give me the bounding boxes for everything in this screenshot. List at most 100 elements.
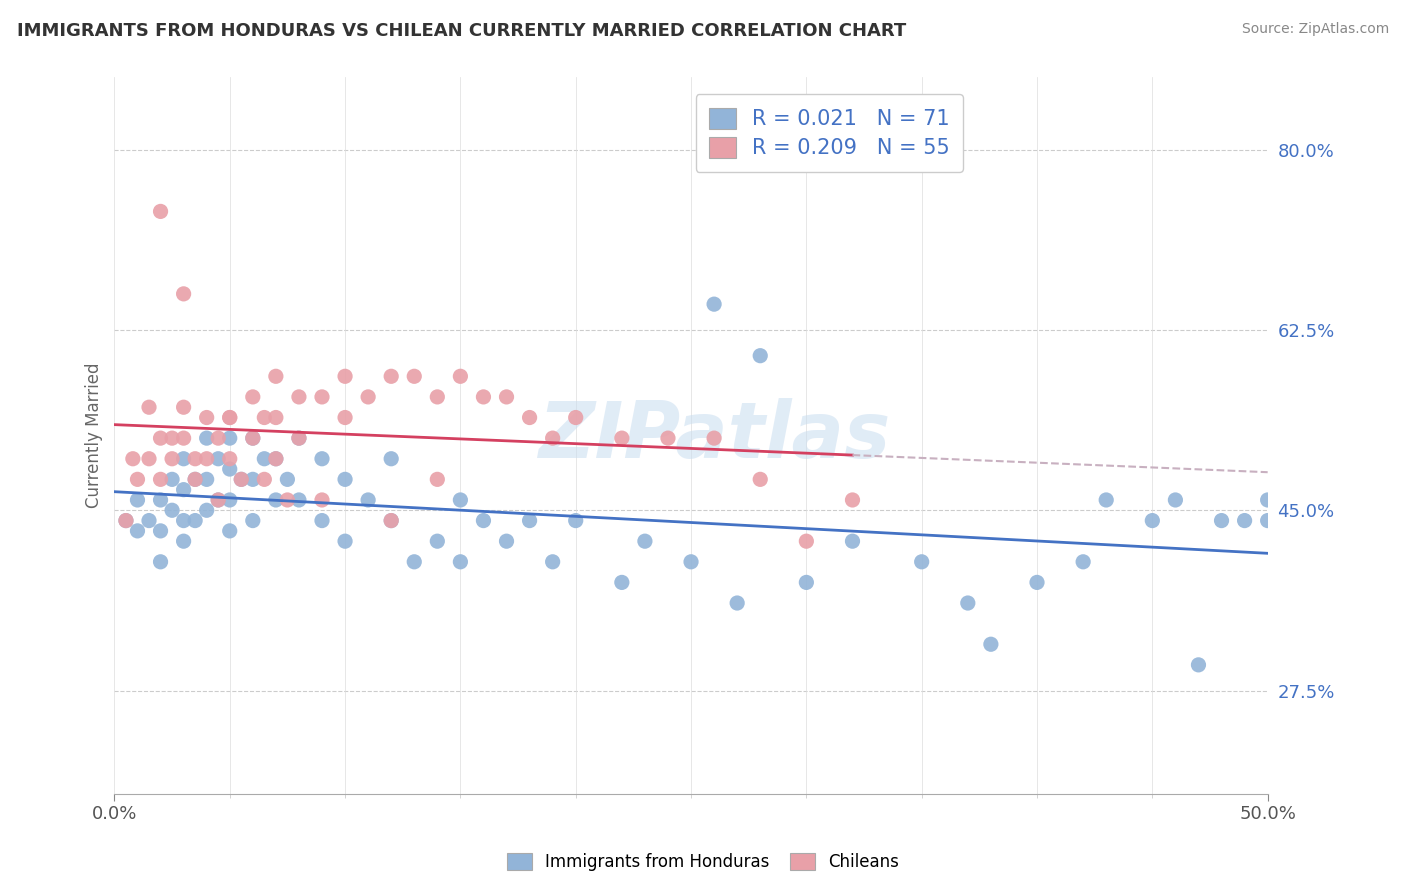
Point — [207, 493, 229, 508]
Point — [149, 493, 172, 508]
Point — [472, 390, 495, 404]
Point — [796, 575, 818, 590]
Point — [173, 514, 195, 528]
Point — [449, 369, 471, 384]
Point — [841, 534, 863, 549]
Point — [138, 514, 160, 528]
Point — [264, 493, 287, 508]
Point — [184, 451, 207, 466]
Point — [184, 514, 207, 528]
Point — [173, 534, 195, 549]
Point — [1257, 493, 1279, 508]
Point — [218, 451, 240, 466]
Point — [703, 431, 725, 445]
Point — [149, 472, 172, 486]
Point — [127, 524, 149, 538]
Point — [703, 297, 725, 311]
Point — [426, 472, 449, 486]
Point — [276, 493, 298, 508]
Point — [749, 349, 772, 363]
Point — [207, 493, 229, 508]
Legend: Immigrants from Honduras, Chileans: Immigrants from Honduras, Chileans — [499, 845, 907, 880]
Point — [253, 451, 276, 466]
Point — [160, 472, 183, 486]
Point — [380, 369, 402, 384]
Point — [184, 472, 207, 486]
Point — [195, 503, 218, 517]
Text: Source: ZipAtlas.com: Source: ZipAtlas.com — [1241, 22, 1389, 37]
Point — [121, 451, 143, 466]
Point — [242, 514, 264, 528]
Point — [311, 451, 333, 466]
Point — [495, 390, 517, 404]
Point — [311, 390, 333, 404]
Point — [1142, 514, 1164, 528]
Point — [184, 472, 207, 486]
Point — [519, 410, 541, 425]
Point — [1071, 555, 1094, 569]
Point — [679, 555, 702, 569]
Point — [541, 431, 564, 445]
Point — [138, 451, 160, 466]
Point — [404, 555, 426, 569]
Point — [160, 503, 183, 517]
Point — [333, 410, 356, 425]
Point — [380, 451, 402, 466]
Point — [218, 493, 240, 508]
Point — [311, 493, 333, 508]
Point — [218, 410, 240, 425]
Point — [149, 204, 172, 219]
Point — [115, 514, 138, 528]
Point — [980, 637, 1002, 651]
Point — [264, 410, 287, 425]
Point — [956, 596, 979, 610]
Point — [380, 514, 402, 528]
Point — [796, 534, 818, 549]
Point — [173, 286, 195, 301]
Point — [207, 431, 229, 445]
Point — [231, 472, 253, 486]
Point — [160, 451, 183, 466]
Point — [253, 472, 276, 486]
Point — [426, 390, 449, 404]
Point — [218, 431, 240, 445]
Point — [264, 451, 287, 466]
Point — [195, 431, 218, 445]
Point — [333, 472, 356, 486]
Text: ZIPatlas: ZIPatlas — [538, 398, 890, 474]
Point — [426, 534, 449, 549]
Point — [242, 472, 264, 486]
Point — [276, 472, 298, 486]
Point — [1095, 493, 1118, 508]
Point — [231, 472, 253, 486]
Point — [127, 493, 149, 508]
Point — [127, 472, 149, 486]
Point — [138, 401, 160, 415]
Point — [725, 596, 748, 610]
Point — [218, 524, 240, 538]
Point — [610, 575, 633, 590]
Y-axis label: Currently Married: Currently Married — [86, 363, 103, 508]
Point — [610, 431, 633, 445]
Point — [404, 369, 426, 384]
Point — [357, 390, 380, 404]
Point — [173, 451, 195, 466]
Point — [288, 431, 311, 445]
Point — [115, 514, 138, 528]
Point — [173, 483, 195, 497]
Point — [264, 451, 287, 466]
Point — [634, 534, 657, 549]
Point — [541, 555, 564, 569]
Point — [195, 410, 218, 425]
Point — [207, 451, 229, 466]
Point — [218, 410, 240, 425]
Point — [357, 493, 380, 508]
Point — [333, 369, 356, 384]
Point — [195, 451, 218, 466]
Point — [449, 555, 471, 569]
Text: IMMIGRANTS FROM HONDURAS VS CHILEAN CURRENTLY MARRIED CORRELATION CHART: IMMIGRANTS FROM HONDURAS VS CHILEAN CURR… — [17, 22, 905, 40]
Point — [311, 514, 333, 528]
Point — [472, 514, 495, 528]
Point — [1026, 575, 1049, 590]
Point — [149, 555, 172, 569]
